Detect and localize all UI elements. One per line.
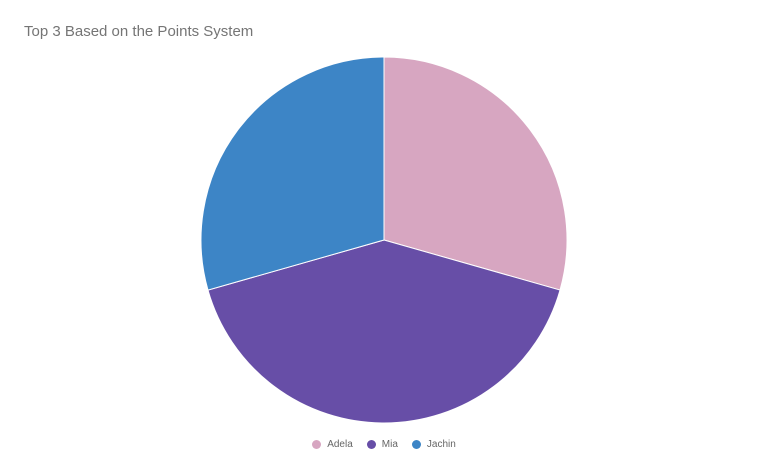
- legend: Adela Mia Jachin: [0, 439, 768, 450]
- legend-marker: [366, 440, 376, 449]
- pie-slice-jachin: [200, 56, 385, 291]
- legend-label: Jachin: [426, 439, 456, 450]
- legend-item-adela: Adela: [312, 439, 353, 450]
- legend-marker: [312, 440, 322, 449]
- chart-title: Top 3 Based on the Points System: [24, 23, 254, 40]
- legend-item-mia: Mia: [366, 439, 398, 450]
- legend-label: Adela: [327, 439, 353, 450]
- pie-slice-mia: [207, 239, 561, 424]
- legend-item-jachin: Jachin: [411, 439, 456, 450]
- pie-slice-adela: [383, 56, 568, 291]
- legend-label: Mia: [381, 439, 398, 450]
- legend-marker: [411, 440, 421, 449]
